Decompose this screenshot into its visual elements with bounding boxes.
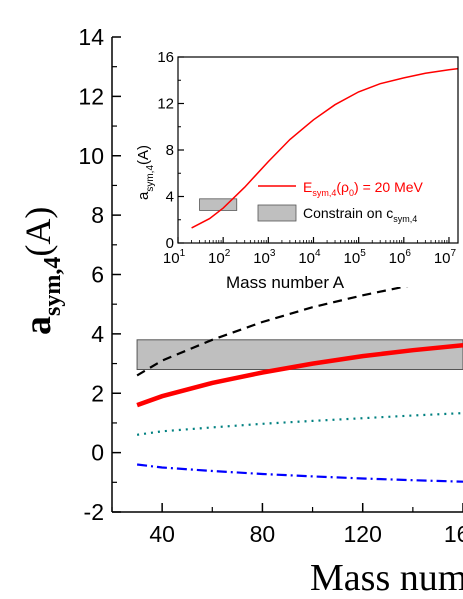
- inset-y-ticks: 0 4 8 12 16: [157, 49, 184, 252]
- main-series-line-3: [136, 412, 463, 436]
- inset-x-tick-label: 107: [434, 248, 457, 267]
- main-y-ticks: -2 0 2 4 6 8 10 12 14: [78, 24, 121, 525]
- inset-y-tick-label: 8: [166, 142, 174, 159]
- main-series-line-4: [136, 463, 463, 483]
- main-y-tick-label: 4: [91, 321, 104, 347]
- main-x-tick-label: 160: [444, 521, 463, 547]
- main-x-tick-label: 120: [344, 521, 382, 547]
- inset-x-tick-label: 102: [208, 248, 231, 267]
- main-series-line-2: [136, 342, 463, 408]
- main-y-axis-title: asym,4(A): [17, 207, 66, 335]
- main-series-line-1: [136, 274, 463, 377]
- inset-x-tick-label: 105: [344, 248, 367, 267]
- main-x-ticks: 40 80 120 160: [111, 503, 463, 547]
- inset-legend: Esym,4(ρ0) = 20 MeV Constrain on csym,4: [257, 179, 424, 224]
- main-y-tick-label: 8: [91, 202, 104, 228]
- legend-band-swatch: [257, 204, 297, 222]
- main-x-axis-title: Mass number A: [310, 557, 463, 599]
- legend-entry-constraint: Constrain on csym,4: [303, 205, 417, 224]
- inset-y-axis-title: asym,4(A): [135, 145, 156, 200]
- inset-background: [128, 49, 463, 287]
- inset-y-tick-label: 12: [157, 96, 174, 113]
- main-x-tick-label: 80: [250, 521, 276, 547]
- inset-x-tick-label: 104: [298, 248, 321, 267]
- inset-x-tick-label: 103: [253, 248, 276, 267]
- main-series-group: [136, 274, 463, 483]
- legend-entry-esym: Esym,4(ρ0) = 20 MeV: [303, 179, 424, 198]
- inset-constraint-band: [199, 198, 238, 211]
- inset-series-group: [191, 67, 459, 229]
- main-y-tick-label: 10: [78, 143, 104, 169]
- main-y-tick-label: 2: [91, 380, 104, 406]
- main-y-tick-label: -2: [84, 499, 104, 525]
- inset-y-tick-label: 0: [166, 235, 174, 252]
- inset-x-axis-title: Mass number A: [226, 273, 345, 292]
- inset-y-tick-label: 16: [157, 49, 174, 66]
- main-y-tick-label: 12: [78, 83, 104, 109]
- main-x-tick-label: 40: [149, 521, 175, 547]
- main-y-tick-label: 14: [78, 24, 104, 50]
- inset-x-tick-label: 106: [389, 248, 412, 267]
- inset-y-tick-label: 4: [166, 189, 174, 206]
- inset-x-tick-label: 101: [163, 248, 186, 267]
- main-y-tick-label: 0: [91, 440, 104, 466]
- main-y-tick-label: 6: [91, 262, 104, 288]
- inset-x-ticks: 101 102 103 104 105 106 107: [163, 237, 457, 267]
- inset-series-line-1: [191, 67, 459, 229]
